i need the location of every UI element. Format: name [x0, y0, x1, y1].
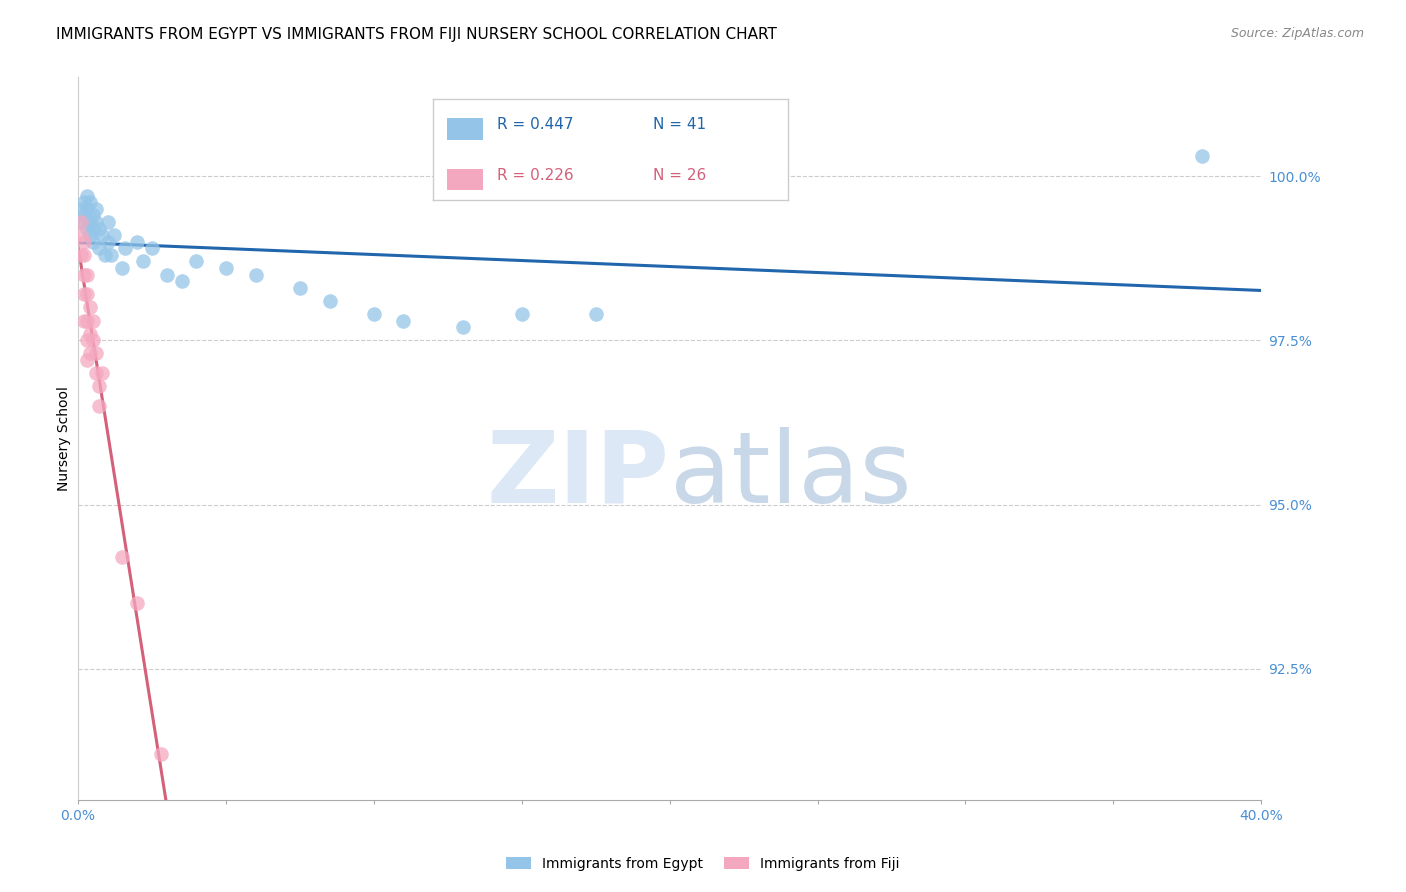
- Point: [84, 366, 107, 380]
- Point: [585, 307, 607, 321]
- Point: [70, 202, 93, 216]
- Point: [84, 346, 107, 360]
- Text: Source: ZipAtlas.com: Source: ZipAtlas.com: [1230, 27, 1364, 40]
- Point: [79, 301, 101, 315]
- Point: [84, 202, 107, 216]
- Point: [79, 346, 101, 360]
- Point: [111, 550, 134, 565]
- Point: [79, 228, 101, 243]
- Point: [87, 241, 110, 255]
- Point: [73, 235, 96, 249]
- Point: [84, 215, 107, 229]
- Point: [127, 235, 149, 249]
- Point: [79, 326, 101, 341]
- Point: [114, 241, 136, 255]
- Point: [156, 268, 179, 282]
- Point: [76, 268, 98, 282]
- Point: [82, 221, 104, 235]
- Point: [70, 215, 93, 229]
- Point: [73, 268, 96, 282]
- Point: [87, 221, 110, 235]
- Point: [73, 287, 96, 301]
- Point: [73, 313, 96, 327]
- Point: [79, 195, 101, 210]
- Point: [87, 379, 110, 393]
- Point: [132, 254, 155, 268]
- Point: [215, 261, 238, 276]
- Point: [100, 248, 122, 262]
- Point: [70, 248, 93, 262]
- Y-axis label: Nursery School: Nursery School: [58, 386, 72, 491]
- Point: [510, 307, 533, 321]
- Point: [82, 334, 104, 348]
- Point: [73, 195, 96, 210]
- Point: [245, 268, 267, 282]
- Point: [73, 209, 96, 223]
- Text: ZIP: ZIP: [486, 426, 669, 524]
- Text: atlas: atlas: [669, 426, 911, 524]
- Text: IMMIGRANTS FROM EGYPT VS IMMIGRANTS FROM FIJI NURSERY SCHOOL CORRELATION CHART: IMMIGRANTS FROM EGYPT VS IMMIGRANTS FROM…: [56, 27, 778, 42]
- Point: [451, 320, 474, 334]
- Point: [127, 596, 149, 610]
- Point: [97, 215, 120, 229]
- Point: [76, 221, 98, 235]
- Point: [73, 248, 96, 262]
- Point: [93, 248, 115, 262]
- Point: [141, 241, 163, 255]
- Point: [76, 334, 98, 348]
- Point: [363, 307, 385, 321]
- Point: [76, 202, 98, 216]
- Point: [87, 399, 110, 413]
- Point: [103, 228, 125, 243]
- Point: [111, 261, 134, 276]
- Point: [90, 366, 112, 380]
- Point: [1191, 149, 1213, 163]
- Point: [76, 353, 98, 368]
- Point: [70, 215, 93, 229]
- Point: [82, 313, 104, 327]
- Point: [90, 228, 112, 243]
- Point: [318, 293, 340, 308]
- Point: [288, 281, 311, 295]
- Point: [70, 228, 93, 243]
- Point: [79, 215, 101, 229]
- Point: [186, 254, 208, 268]
- Point: [149, 747, 172, 762]
- Point: [76, 287, 98, 301]
- Point: [76, 313, 98, 327]
- Point: [76, 188, 98, 202]
- Point: [82, 235, 104, 249]
- Legend: Immigrants from Egypt, Immigrants from Fiji: Immigrants from Egypt, Immigrants from F…: [501, 851, 905, 876]
- Point: [82, 209, 104, 223]
- Point: [97, 235, 120, 249]
- Point: [392, 313, 415, 327]
- Point: [170, 274, 193, 288]
